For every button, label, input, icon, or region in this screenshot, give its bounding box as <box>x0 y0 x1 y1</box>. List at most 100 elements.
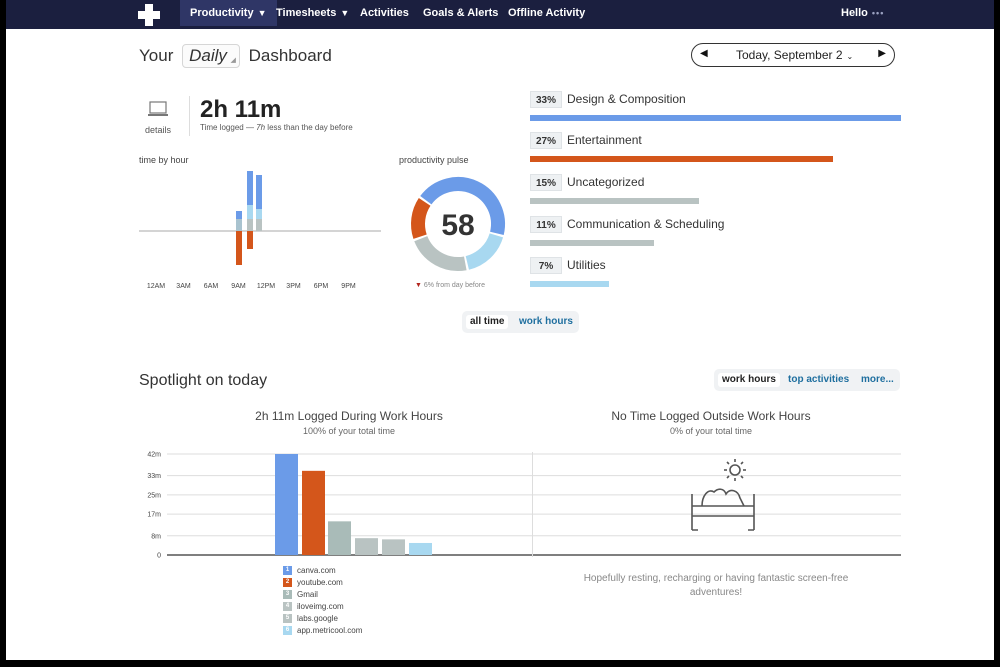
date-select[interactable]: Today, September 2 ⌄ <box>736 48 853 62</box>
category-percent: 33% <box>530 91 562 108</box>
bar-labs-google[interactable] <box>382 539 405 555</box>
pulse-score: 58 <box>441 209 474 242</box>
category-percent: 11% <box>530 216 562 233</box>
hour-bar <box>236 231 242 265</box>
y-tick-label: 17m <box>147 512 161 519</box>
pulse-center <box>429 195 487 253</box>
pulse-change-text: 6% from day before <box>423 282 485 289</box>
tab-work-hours[interactable]: work hours <box>718 373 780 387</box>
resting-bed-icon <box>691 459 755 531</box>
toggle-work-hours[interactable]: work hours <box>519 316 573 327</box>
legend-swatch: 3 <box>283 590 292 599</box>
hour-tick-label: 12AM <box>147 283 165 290</box>
nav-productivity-label: Productivity <box>190 7 254 19</box>
nav-productivity[interactable]: Productivity ▼ <box>180 0 277 26</box>
productivity-pulse-title: productivity pulse <box>399 155 469 165</box>
tab-more[interactable]: more... <box>861 374 894 385</box>
legend-label: youtube.com <box>297 578 343 587</box>
pulse-arc <box>420 177 505 235</box>
category-bar <box>530 115 901 121</box>
nav-offline-activity[interactable]: Offline Activity <box>508 7 586 19</box>
hour-bar <box>256 209 262 219</box>
toggle-all-time[interactable]: all time <box>466 315 509 329</box>
pulse-arc <box>465 232 504 270</box>
period-select[interactable]: Daily ◢ <box>182 44 240 68</box>
comparison-time: 7h <box>256 123 266 132</box>
user-name: ••• <box>871 8 885 18</box>
pulse-arc <box>414 235 467 271</box>
resting-message: Hopefully resting, recharging or having … <box>576 572 856 600</box>
laptop-icon <box>148 101 168 116</box>
category-percent: 15% <box>530 174 562 191</box>
bar-app-metricool-com[interactable] <box>409 542 432 555</box>
hour-tick-label: 12PM <box>257 283 275 290</box>
productivity-pulse-donut[interactable]: 58 <box>406 172 510 276</box>
plus-logo-icon[interactable] <box>138 4 160 26</box>
chevron-down-icon: ▼ <box>257 8 267 18</box>
bar-canva-com[interactable] <box>275 454 298 555</box>
bar-iloveimg-com[interactable] <box>355 538 378 555</box>
y-tick-label: 25m <box>147 492 161 499</box>
work-hours-subtitle: 100% of your total time <box>302 426 396 436</box>
category-name: Entertainment <box>567 133 642 147</box>
legend-swatch: 2 <box>283 578 292 587</box>
hour-tick-label: 9PM <box>341 283 356 290</box>
hour-tick-label: 3PM <box>286 283 301 290</box>
bar-Gmail[interactable] <box>328 521 351 555</box>
nav-timesheets-label: Timesheets <box>276 7 337 19</box>
work-hours-bar-chart: 0 8m 17m 25m 33m 42m <box>147 452 901 560</box>
legend-label: canva.com <box>297 566 336 575</box>
hour-bar <box>247 219 253 231</box>
pulse-arc <box>411 198 431 239</box>
pulse-change: ▼ 6% from day before <box>415 282 485 289</box>
category-bar <box>530 240 654 246</box>
nav-timesheets[interactable]: Timesheets ▼ <box>276 0 349 26</box>
summary-divider <box>189 96 190 136</box>
page-title: Your Daily ◢ Dashboard <box>139 44 332 68</box>
hour-bar <box>256 219 262 231</box>
work-hours-title: 2h 11m Logged During Work Hours <box>255 409 443 423</box>
outside-hours-title: No Time Logged Outside Work Hours <box>611 409 811 423</box>
outside-hours-subtitle: 0% of your total time <box>669 426 753 436</box>
dropdown-triangle-icon: ◢ <box>230 57 236 64</box>
category-name: Communication & Scheduling <box>567 217 725 231</box>
resting-message-line-2: adventures! <box>689 587 743 598</box>
prev-arrow-icon[interactable]: ◀ <box>700 48 708 59</box>
y-tick-label: 33m <box>147 473 161 480</box>
hour-tick-label: 3AM <box>176 283 191 290</box>
top-nav: Productivity ▼ Timesheets ▼ Activities Goa… <box>6 0 994 29</box>
hour-tick-label: 9AM <box>231 283 246 290</box>
y-tick-label: 0 <box>157 553 161 560</box>
legend-swatch: 5 <box>283 614 292 623</box>
chevron-down-icon: ⌄ <box>846 52 854 61</box>
category-bar <box>530 198 699 204</box>
time-scope-toggle: all time work hours <box>462 311 579 333</box>
hello-label: Hello <box>841 7 868 19</box>
user-greeting[interactable]: Hello ••• <box>841 0 884 26</box>
details-link[interactable]: details <box>143 101 173 135</box>
hour-bar <box>236 211 242 219</box>
comparison-suffix: less than the day before <box>265 123 353 132</box>
date-navigator: ◀ Today, September 2 ⌄ ▶ <box>691 43 895 67</box>
legend-label: iloveimg.com <box>297 602 344 611</box>
nav-goals-alerts[interactable]: Goals & Alerts <box>423 7 499 19</box>
legend-swatch: 4 <box>283 602 292 611</box>
comparison-prefix: Time logged — <box>200 123 257 132</box>
tab-top-activities[interactable]: top activities <box>788 374 850 385</box>
title-suffix: Dashboard <box>248 46 332 65</box>
period-value: Daily <box>189 46 227 65</box>
next-arrow-icon[interactable]: ▶ <box>878 48 886 59</box>
hour-bar <box>247 205 253 219</box>
legend-swatch: 1 <box>283 566 292 575</box>
category-name: Utilities <box>567 258 606 272</box>
hour-tick-label: 6PM <box>314 283 329 290</box>
nav-activities[interactable]: Activities <box>360 7 409 19</box>
hour-bar <box>247 171 253 205</box>
hour-bar <box>256 175 262 209</box>
time-logged-comparison: Time logged — 7h less than the day befor… <box>200 123 353 132</box>
time-by-hour-chart: 12AM 3AM 6AM 9AM 12PM 3PM 6PM 9PM <box>139 171 381 290</box>
category-name: Design & Composition <box>567 92 686 106</box>
bar-youtube-com[interactable] <box>302 470 325 555</box>
category-bar <box>530 156 833 162</box>
down-arrow-icon: ▼ <box>415 282 422 289</box>
